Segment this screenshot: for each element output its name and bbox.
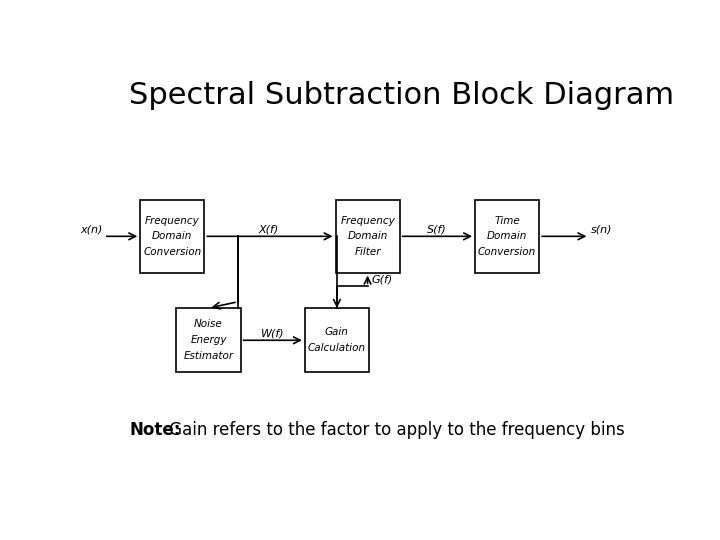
Text: Estimator: Estimator xyxy=(184,351,233,361)
Text: Filter: Filter xyxy=(354,247,381,257)
Text: W(f): W(f) xyxy=(261,328,284,338)
Text: x(n): x(n) xyxy=(80,224,102,234)
Text: Energy: Energy xyxy=(190,335,227,345)
Text: s(n): s(n) xyxy=(591,224,613,234)
Text: Conversion: Conversion xyxy=(478,247,536,257)
Text: Domain: Domain xyxy=(348,231,388,241)
Text: Spectral Subtraction Block Diagram: Spectral Subtraction Block Diagram xyxy=(129,82,674,111)
Text: G(f): G(f) xyxy=(372,275,393,285)
FancyBboxPatch shape xyxy=(336,200,400,273)
Text: Frequency: Frequency xyxy=(145,215,199,226)
FancyBboxPatch shape xyxy=(140,200,204,273)
Text: Noise: Noise xyxy=(194,320,223,329)
Text: Domain: Domain xyxy=(152,231,192,241)
Text: Time: Time xyxy=(494,215,520,226)
FancyBboxPatch shape xyxy=(305,308,369,373)
Text: Domain: Domain xyxy=(487,231,527,241)
Text: X(f): X(f) xyxy=(258,224,279,234)
Text: Gain: Gain xyxy=(325,327,349,338)
FancyBboxPatch shape xyxy=(475,200,539,273)
Text: Gain refers to the factor to apply to the frequency bins: Gain refers to the factor to apply to th… xyxy=(163,421,624,439)
Text: Note:: Note: xyxy=(129,421,181,439)
Text: S(f): S(f) xyxy=(427,224,447,234)
FancyBboxPatch shape xyxy=(176,308,240,373)
Text: Conversion: Conversion xyxy=(143,247,202,257)
Text: Frequency: Frequency xyxy=(341,215,395,226)
Text: Calculation: Calculation xyxy=(308,343,366,353)
